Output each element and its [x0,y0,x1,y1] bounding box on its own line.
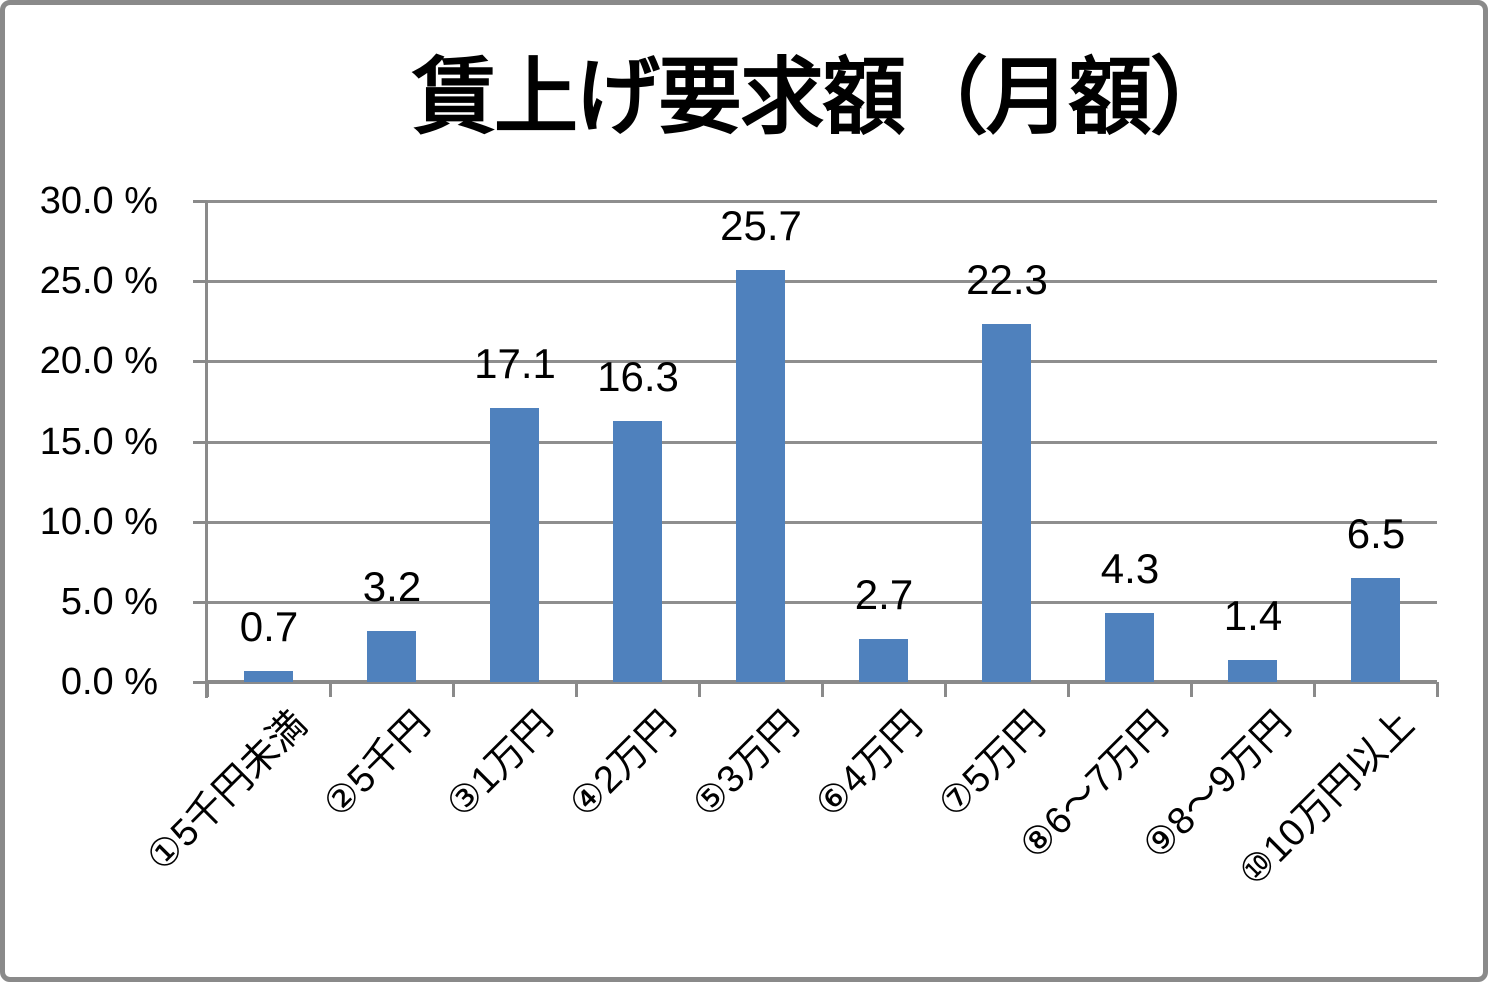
y-tick-label: 15.0 % [39,421,158,463]
x-axis-tick [1436,682,1439,697]
y-tick-label: 5.0 % [60,581,158,623]
x-axis-tick [1067,682,1070,697]
gridline [207,280,1437,283]
bar [490,408,539,682]
x-axis-tick [1190,682,1193,697]
gridline [207,441,1437,444]
bar [736,270,785,682]
bar [1228,660,1277,682]
y-tick-label: 0.0 % [60,661,158,703]
x-category-label: ⑤3万円 [684,703,808,826]
bar-value-label: 16.3 [597,353,679,400]
y-axis-tick [193,200,207,203]
gridline [207,200,1437,203]
bar-value-label: 2.7 [854,571,914,618]
bar [982,324,1031,682]
y-axis-tick [193,681,207,684]
bar-value-label: 6.5 [1346,510,1406,557]
bar-value-label: 22.3 [966,256,1048,303]
x-axis-tick [944,682,947,697]
gridline [207,360,1437,363]
x-category-label: ⑥4万円 [807,703,931,826]
y-tick-label: 20.0 % [39,340,158,382]
y-axis-tick [193,521,207,524]
y-axis-tick [193,601,207,604]
bar [1105,613,1154,682]
x-axis-tick [821,682,824,697]
y-tick-label: 10.0 % [39,501,158,543]
x-category-label: ②5千円 [315,703,439,826]
x-category-label: ①5千円未満 [138,703,316,880]
x-axis-tick [206,682,209,697]
bar-value-label: 1.4 [1223,592,1283,639]
bar [859,639,908,682]
x-category-label: ④2万円 [561,703,685,826]
x-axis-tick [329,682,332,697]
y-tick-label: 30.0 % [39,180,158,222]
bar [367,631,416,682]
y-axis-line [205,201,208,698]
x-axis-tick [452,682,455,697]
x-category-label: ⑦5万円 [930,703,1054,826]
x-axis-tick [698,682,701,697]
x-axis-tick [575,682,578,697]
bar [244,671,293,682]
x-axis-tick [1313,682,1316,697]
bar [613,421,662,682]
chart-title: 賃上げ要求額（月額） [411,50,1234,144]
y-tick-label: 25.0 % [39,260,158,302]
bar-value-label: 17.1 [474,340,556,387]
x-category-label: ③1万円 [438,703,562,826]
bar [1351,578,1400,682]
y-axis-tick [193,441,207,444]
gridline [207,601,1437,604]
bar-value-label: 0.7 [239,603,299,650]
bar-value-label: 3.2 [362,563,422,610]
bar-value-label: 25.7 [720,202,802,249]
y-axis-tick [193,280,207,283]
y-axis-tick [193,360,207,363]
gridline [207,521,1437,524]
bar-value-label: 4.3 [1100,545,1160,592]
